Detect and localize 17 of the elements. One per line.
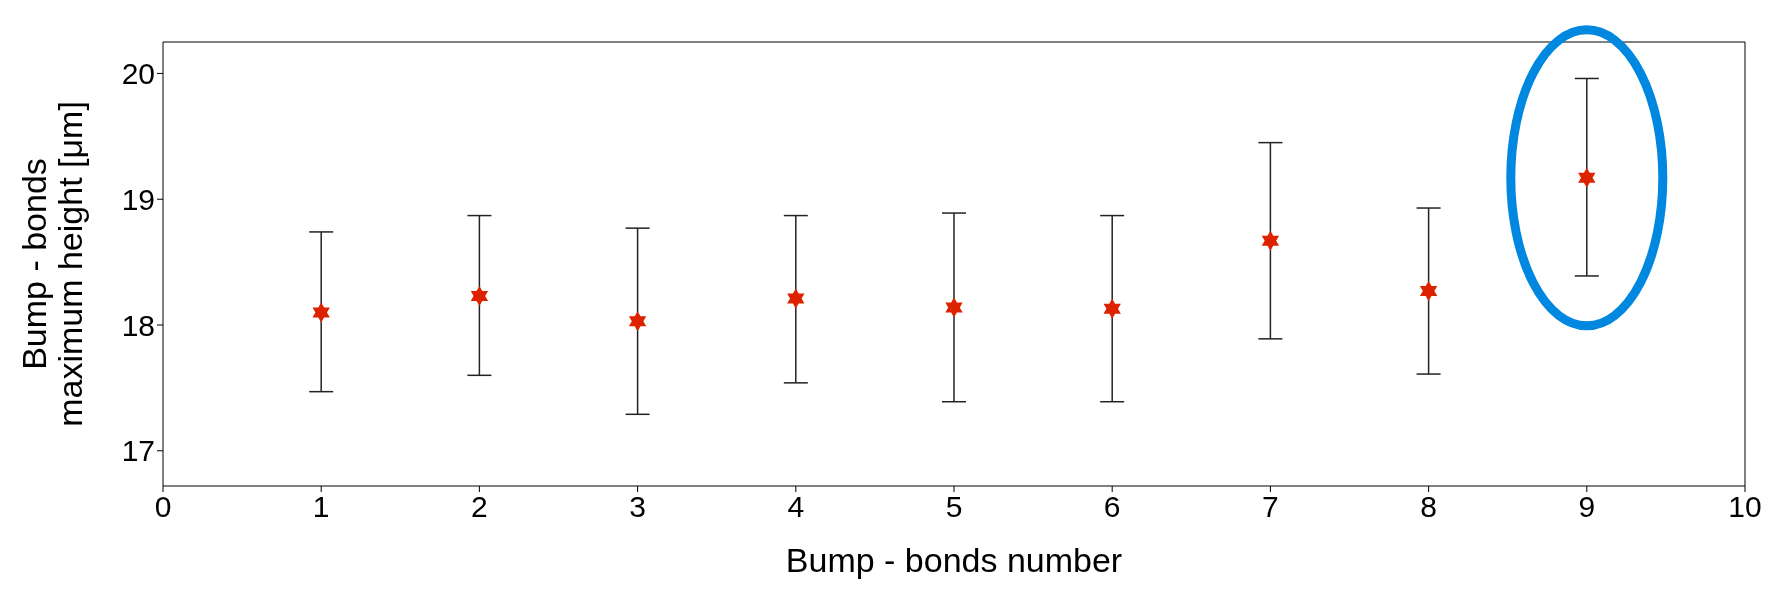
x-tick-label: 3 [629, 490, 646, 524]
x-tick-label: 4 [787, 490, 805, 524]
x-tick-label: 0 [154, 490, 172, 524]
x-tick-label: 5 [945, 490, 963, 524]
y-tick-label: 17 [121, 434, 155, 468]
x-tick-label: 2 [471, 490, 488, 524]
y-tick-label: 19 [121, 182, 155, 216]
y-tick-label: 18 [121, 308, 155, 342]
y-tick-label: 20 [121, 57, 155, 91]
x-tick-label: 1 [312, 490, 330, 524]
x-tick-label: 7 [1262, 490, 1279, 524]
y-axis-title: Bump - bonds maximum height [μm] [15, 101, 89, 427]
x-tick-label: 6 [1103, 490, 1121, 524]
x-tick-label: 10 [1728, 490, 1762, 524]
x-tick-label: 9 [1578, 490, 1596, 524]
x-tick-label: 8 [1420, 490, 1437, 524]
x-axis-title: Bump - bonds number [785, 541, 1123, 579]
